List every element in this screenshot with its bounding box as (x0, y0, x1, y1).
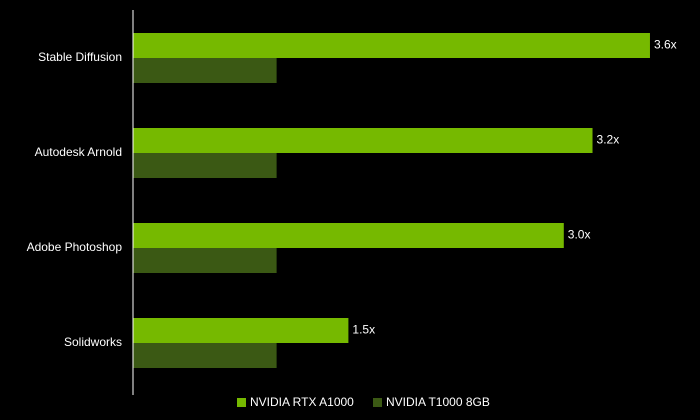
legend-label: NVIDIA T1000 8GB (386, 395, 490, 409)
bar (133, 128, 593, 153)
value-label: 3.2x (597, 133, 620, 147)
category-label: Adobe Photoshop (27, 240, 123, 254)
bar (133, 33, 650, 58)
category-label: Autodesk Arnold (35, 145, 122, 159)
category-label: Solidworks (64, 335, 122, 349)
value-label: 1.5x (352, 323, 375, 337)
legend-swatch (237, 398, 246, 407)
bar (133, 248, 277, 273)
value-label: 3.6x (654, 38, 677, 52)
legend-label: NVIDIA RTX A1000 (250, 395, 354, 409)
bar (133, 58, 277, 83)
bar (133, 343, 277, 368)
value-label: 3.0x (568, 228, 591, 242)
legend-swatch (373, 398, 382, 407)
bar (133, 153, 277, 178)
bar (133, 223, 564, 248)
category-label: Stable Diffusion (38, 50, 122, 64)
bar (133, 318, 349, 343)
